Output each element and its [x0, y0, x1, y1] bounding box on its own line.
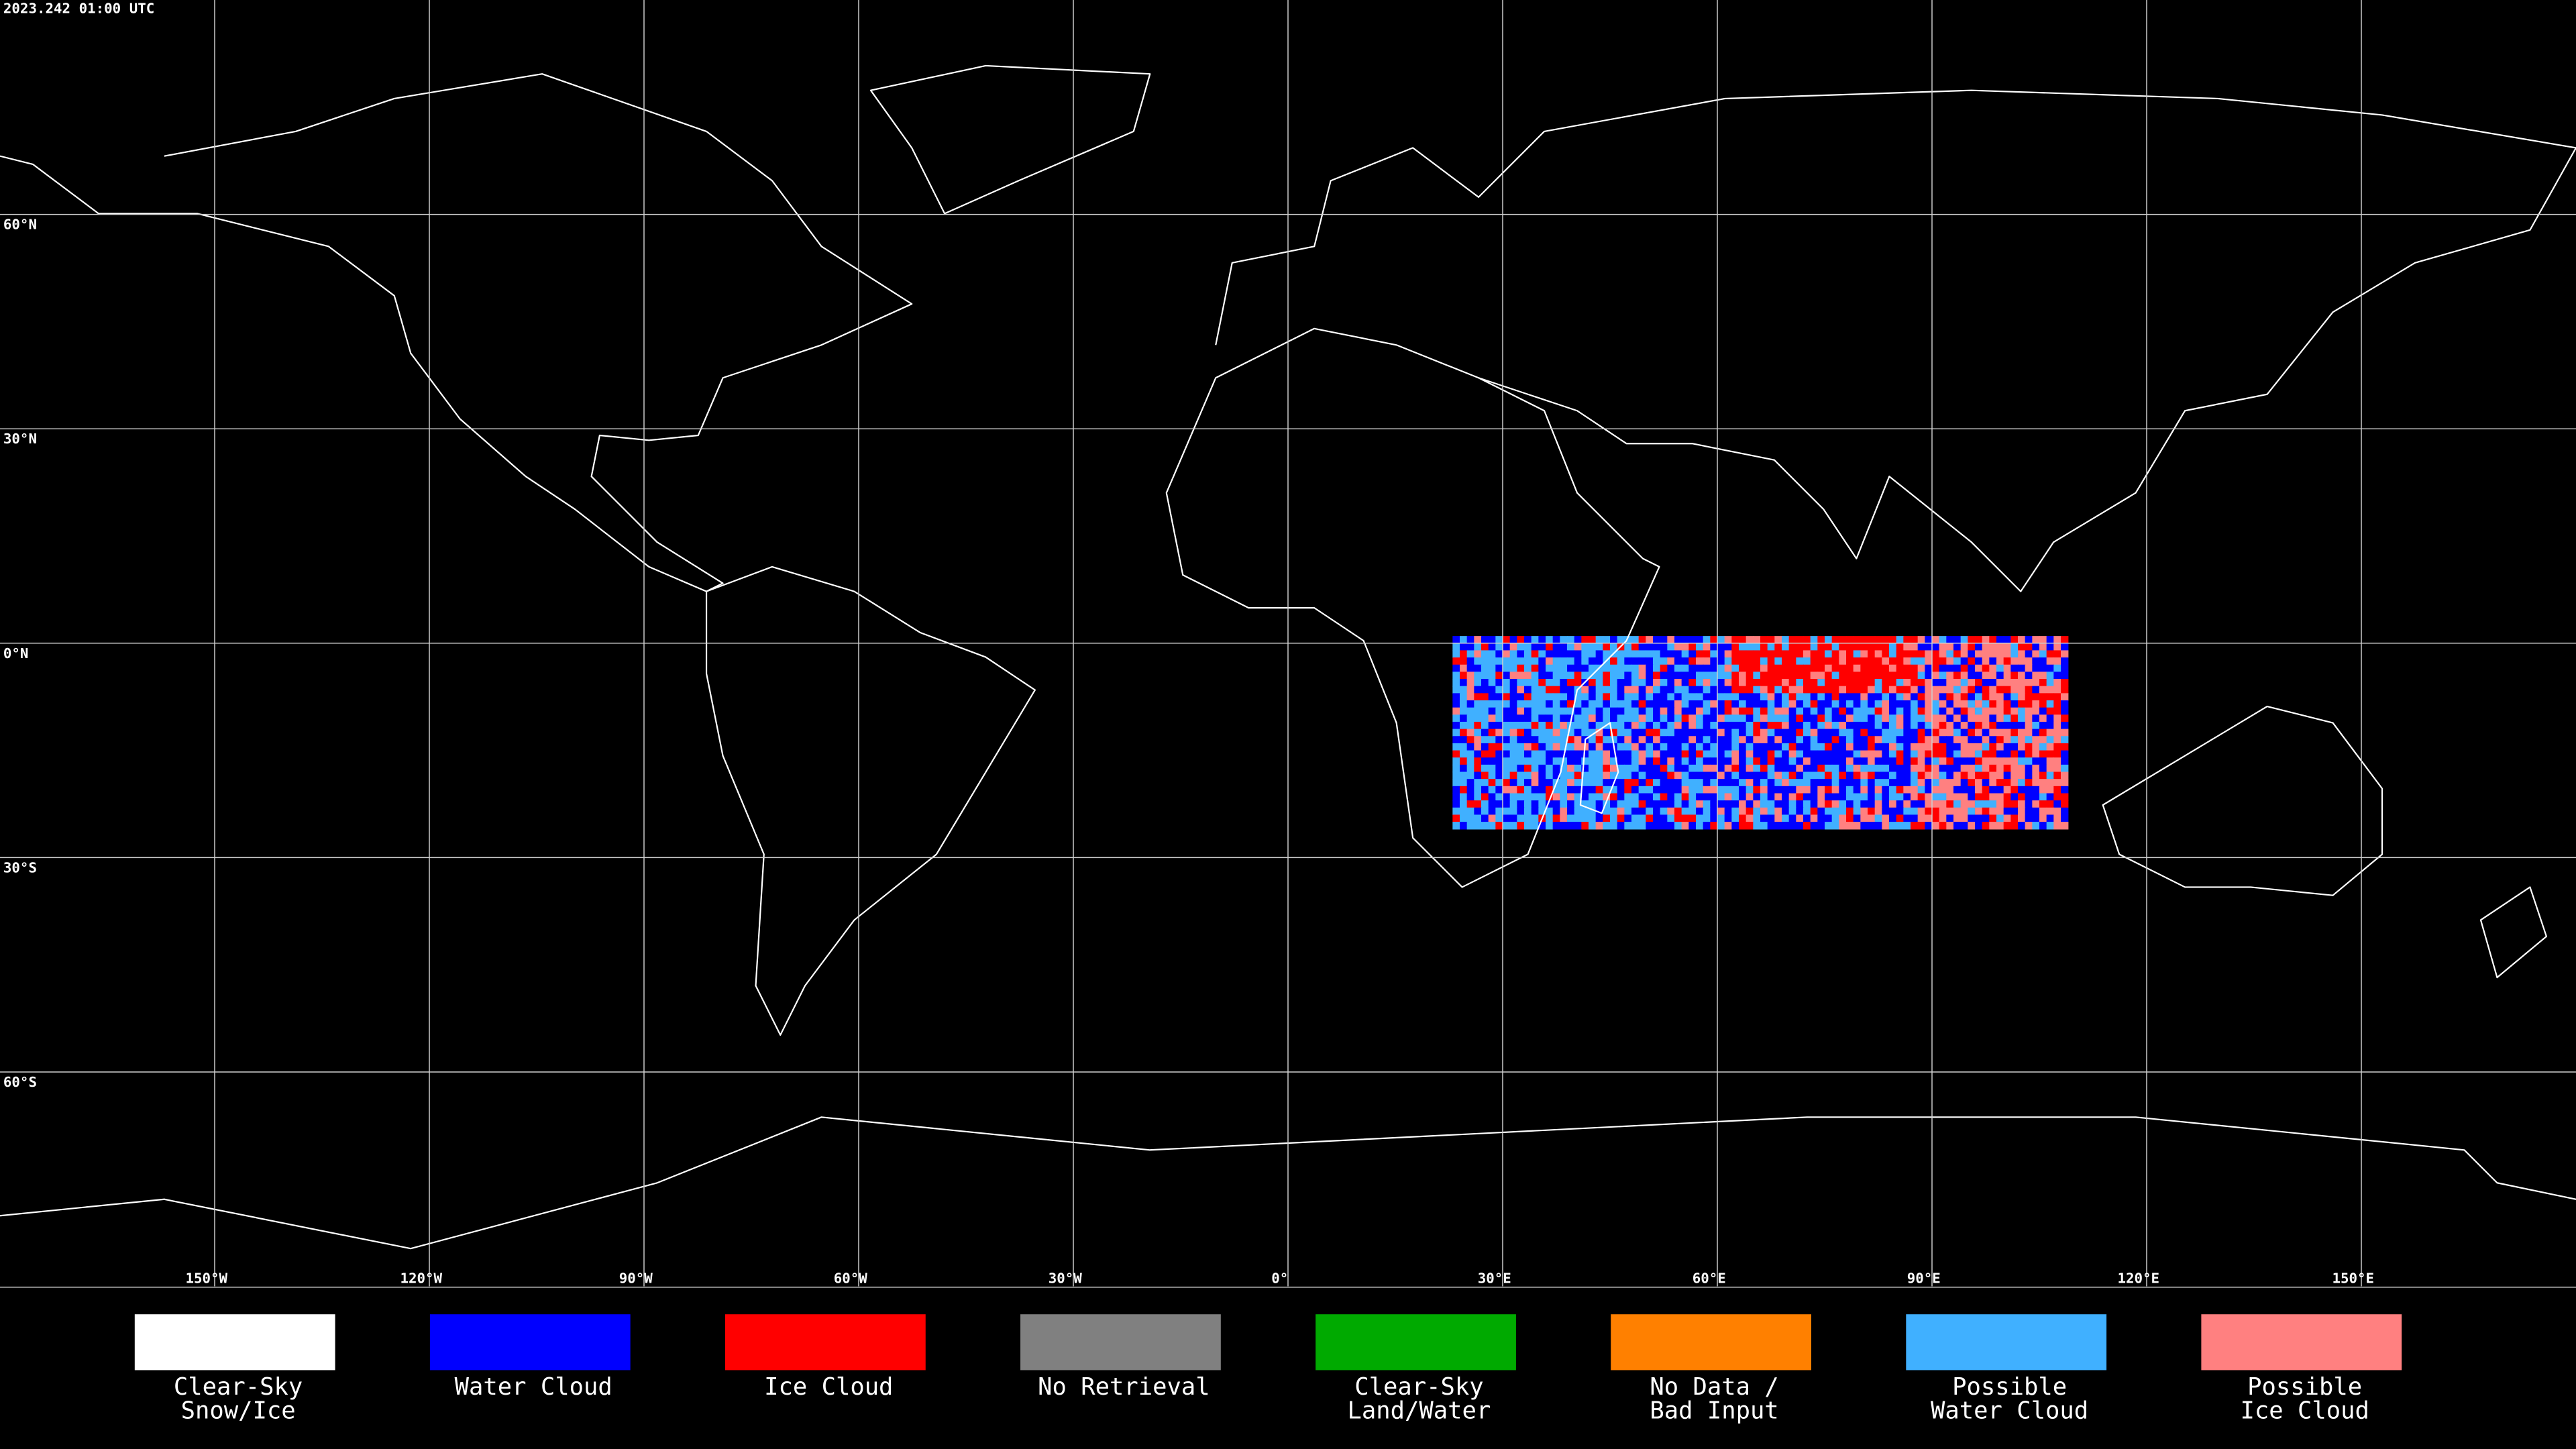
- legend-label: Snow/Ice: [181, 1397, 296, 1425]
- latitude-label: 30°N: [3, 431, 37, 447]
- legend-swatch: [429, 1314, 631, 1371]
- longitude-label: 30°E: [1478, 1271, 1511, 1287]
- longitude-label: 0°: [1271, 1271, 1288, 1287]
- latitude-label: 60°S: [3, 1074, 37, 1090]
- legend-label: Ice Cloud: [2240, 1397, 2369, 1425]
- coastline: [869, 64, 1151, 215]
- longitude-label: 90°E: [1907, 1271, 1941, 1287]
- timestamp: 2023.242 01:00 UTC: [3, 1, 154, 17]
- legend-label: Ice Cloud: [764, 1373, 893, 1401]
- coastline: [1215, 89, 2576, 592]
- latitude-label: 30°S: [3, 859, 37, 875]
- coastlines: [0, 64, 2576, 1250]
- legend-swatch: [1611, 1314, 1811, 1371]
- graticule: 60°N 30°N 0°N 30°S 60°S 150°W 120°W 90°W 60°W 30°…: [0, 0, 2576, 1287]
- longitude-label: 30°W: [1049, 1271, 1083, 1287]
- legend-swatch: [134, 1314, 335, 1371]
- longitude-label: 60°E: [1693, 1271, 1726, 1287]
- legend-swatch: [1906, 1314, 2107, 1371]
- legend-swatch: [724, 1314, 926, 1371]
- legend-label: Possible: [2247, 1373, 2362, 1401]
- legend-label: Bad Input: [1650, 1397, 1778, 1425]
- legend-swatch: [1020, 1314, 1221, 1371]
- legend-label: Water Cloud: [1931, 1397, 2088, 1425]
- legend-label: Land/Water: [1348, 1397, 1491, 1425]
- legend-label: No Data /: [1650, 1373, 1778, 1401]
- coastline: [705, 566, 1036, 1036]
- longitude-label: 90°W: [619, 1271, 653, 1287]
- coastline: [0, 1116, 2576, 1250]
- longitude-label: 150°W: [185, 1271, 227, 1287]
- legend-label: Clear-Sky: [174, 1373, 303, 1401]
- latitude-label: 60°N: [3, 217, 37, 233]
- legend-label: Water Cloud: [455, 1373, 612, 1401]
- legend-swatch: [2201, 1314, 2402, 1371]
- longitude-label: 60°W: [834, 1271, 868, 1287]
- coastline: [1579, 722, 1619, 814]
- longitude-label: 120°W: [400, 1271, 442, 1287]
- legend-label: Clear-Sky: [1354, 1373, 1483, 1401]
- coastline: [0, 73, 913, 592]
- coastline: [1165, 327, 1660, 888]
- longitude-label: 150°E: [2332, 1271, 2374, 1287]
- coastline: [2479, 886, 2548, 979]
- legend-swatch: [1316, 1314, 1516, 1371]
- longitude-label: 120°E: [2117, 1271, 2159, 1287]
- legend-label: No Retrieval: [1038, 1373, 1210, 1401]
- latitude-label: 0°N: [3, 645, 29, 661]
- coastline: [2102, 705, 2383, 896]
- legend-label: Possible: [1952, 1373, 2067, 1401]
- data-swath: [1452, 636, 2069, 830]
